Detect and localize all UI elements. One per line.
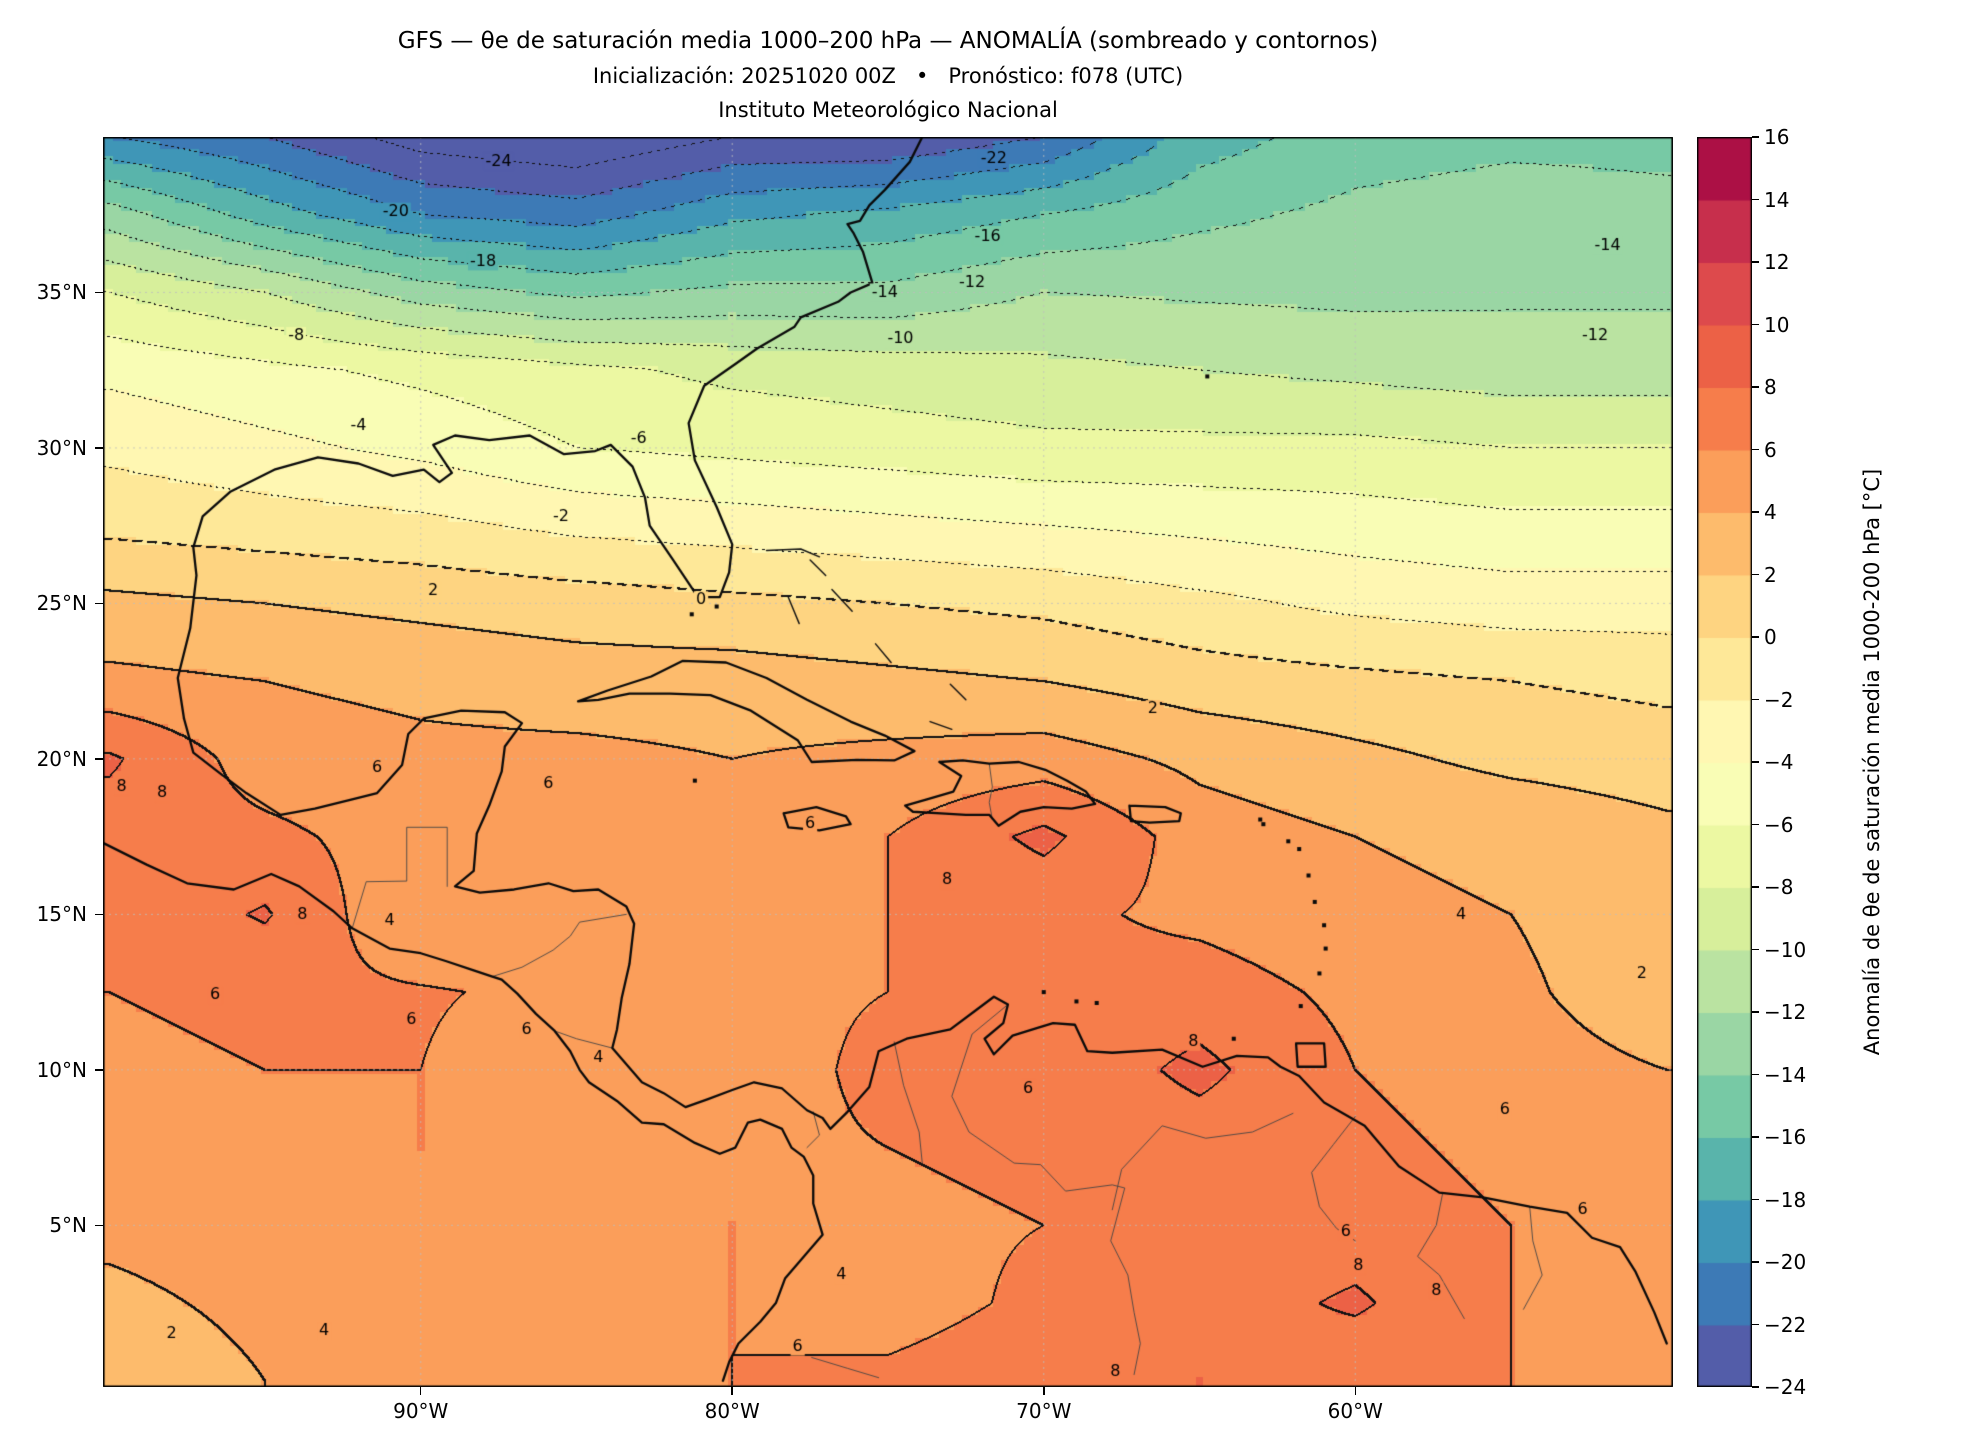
colorbar-tick-label: 0 <box>1764 625 1777 649</box>
colorbar-tick-label: 2 <box>1764 562 1777 587</box>
chart-subtitle: Inicialización: 20251020 00Z • Pronóstic… <box>592 64 1184 88</box>
colorbar-tick-mark <box>1752 261 1759 263</box>
colorbar-tick-mark <box>1752 136 1759 138</box>
colorbar-tick-mark <box>1752 636 1759 638</box>
y-tick-label: 5°N <box>49 1213 87 1238</box>
colorbar-tick-mark <box>1752 448 1759 451</box>
y-tick-label: 10°N <box>36 1057 87 1082</box>
colorbar-tick-mark <box>1752 948 1759 951</box>
colorbar-tick-mark <box>1752 1198 1759 1201</box>
colorbar-tick-label: 16 <box>1764 125 1790 149</box>
colorbar-tick-label: −4 <box>1764 750 1794 774</box>
y-tick-label: 20°N <box>36 746 87 771</box>
y-tick-mark <box>95 758 103 760</box>
colorbar-canvas <box>1697 137 1752 1387</box>
x-tick-label: 60°W <box>1327 1399 1383 1423</box>
colorbar-tick-mark <box>1752 1073 1759 1076</box>
colorbar-tick-mark <box>1752 823 1759 826</box>
map-canvas <box>103 137 1673 1387</box>
y-tick-mark <box>95 447 103 449</box>
colorbar-tick-label: 14 <box>1764 187 1790 212</box>
x-tick-label: 90°W <box>393 1399 449 1423</box>
colorbar-tick-mark <box>1752 1323 1759 1326</box>
y-tick-mark <box>95 913 103 916</box>
colorbar-tick-mark <box>1752 761 1759 763</box>
colorbar-tick-mark <box>1752 323 1759 326</box>
x-tick-mark <box>1354 1387 1356 1395</box>
colorbar-tick-mark <box>1752 511 1759 513</box>
colorbar-tick-label: −16 <box>1764 1125 1807 1149</box>
colorbar-tick-mark <box>1752 198 1759 201</box>
chart-title: GFS — θe de saturación media 1000–200 hP… <box>397 28 1379 54</box>
colorbar-tick-label: −14 <box>1764 1062 1807 1087</box>
y-tick-label: 30°N <box>36 435 87 460</box>
colorbar-tick-label: −8 <box>1764 875 1794 899</box>
x-tick-label: 80°W <box>704 1399 760 1423</box>
colorbar-tick-label: −20 <box>1764 1250 1807 1274</box>
y-tick-label: 25°N <box>36 591 87 616</box>
x-tick-mark <box>731 1387 733 1395</box>
y-tick-label: 15°N <box>36 902 87 927</box>
colorbar-tick-label: 8 <box>1764 375 1777 399</box>
colorbar-tick-mark <box>1752 1011 1759 1013</box>
y-tick-mark <box>95 291 103 294</box>
colorbar-tick-mark <box>1752 1261 1759 1263</box>
y-tick-mark <box>95 1224 103 1227</box>
y-tick-mark <box>95 1069 103 1071</box>
colorbar-tick-label: 10 <box>1764 312 1790 337</box>
colorbar-tick-label: −2 <box>1764 687 1794 712</box>
colorbar-tick-mark <box>1752 698 1759 701</box>
y-tick-label: 35°N <box>36 280 87 305</box>
y-tick-mark <box>95 602 103 605</box>
colorbar-tick-label: 4 <box>1764 500 1777 524</box>
colorbar-tick-label: −18 <box>1764 1187 1807 1212</box>
x-tick-label: 70°W <box>1016 1399 1072 1423</box>
chart-institution: Instituto Meteorológico Nacional <box>718 98 1058 122</box>
colorbar-tick-label: −24 <box>1764 1375 1807 1399</box>
colorbar-tick-mark <box>1752 1386 1759 1388</box>
x-tick-mark <box>1043 1387 1045 1395</box>
colorbar-tick-mark <box>1752 1136 1759 1138</box>
colorbar-tick-label: −12 <box>1764 1000 1807 1024</box>
colorbar-tick-mark <box>1752 886 1759 888</box>
colorbar-tick-label: −6 <box>1764 812 1794 837</box>
colorbar-label: Anomalía de θe de saturación media 1000-… <box>1860 468 1884 1056</box>
colorbar-tick-label: 12 <box>1764 250 1790 274</box>
x-tick-mark <box>419 1387 422 1395</box>
colorbar-tick-label: −22 <box>1764 1312 1807 1337</box>
colorbar-tick-label: 6 <box>1764 437 1777 462</box>
colorbar-tick-mark <box>1752 573 1759 576</box>
colorbar-tick-label: −10 <box>1764 937 1807 962</box>
colorbar-tick-mark <box>1752 386 1759 388</box>
